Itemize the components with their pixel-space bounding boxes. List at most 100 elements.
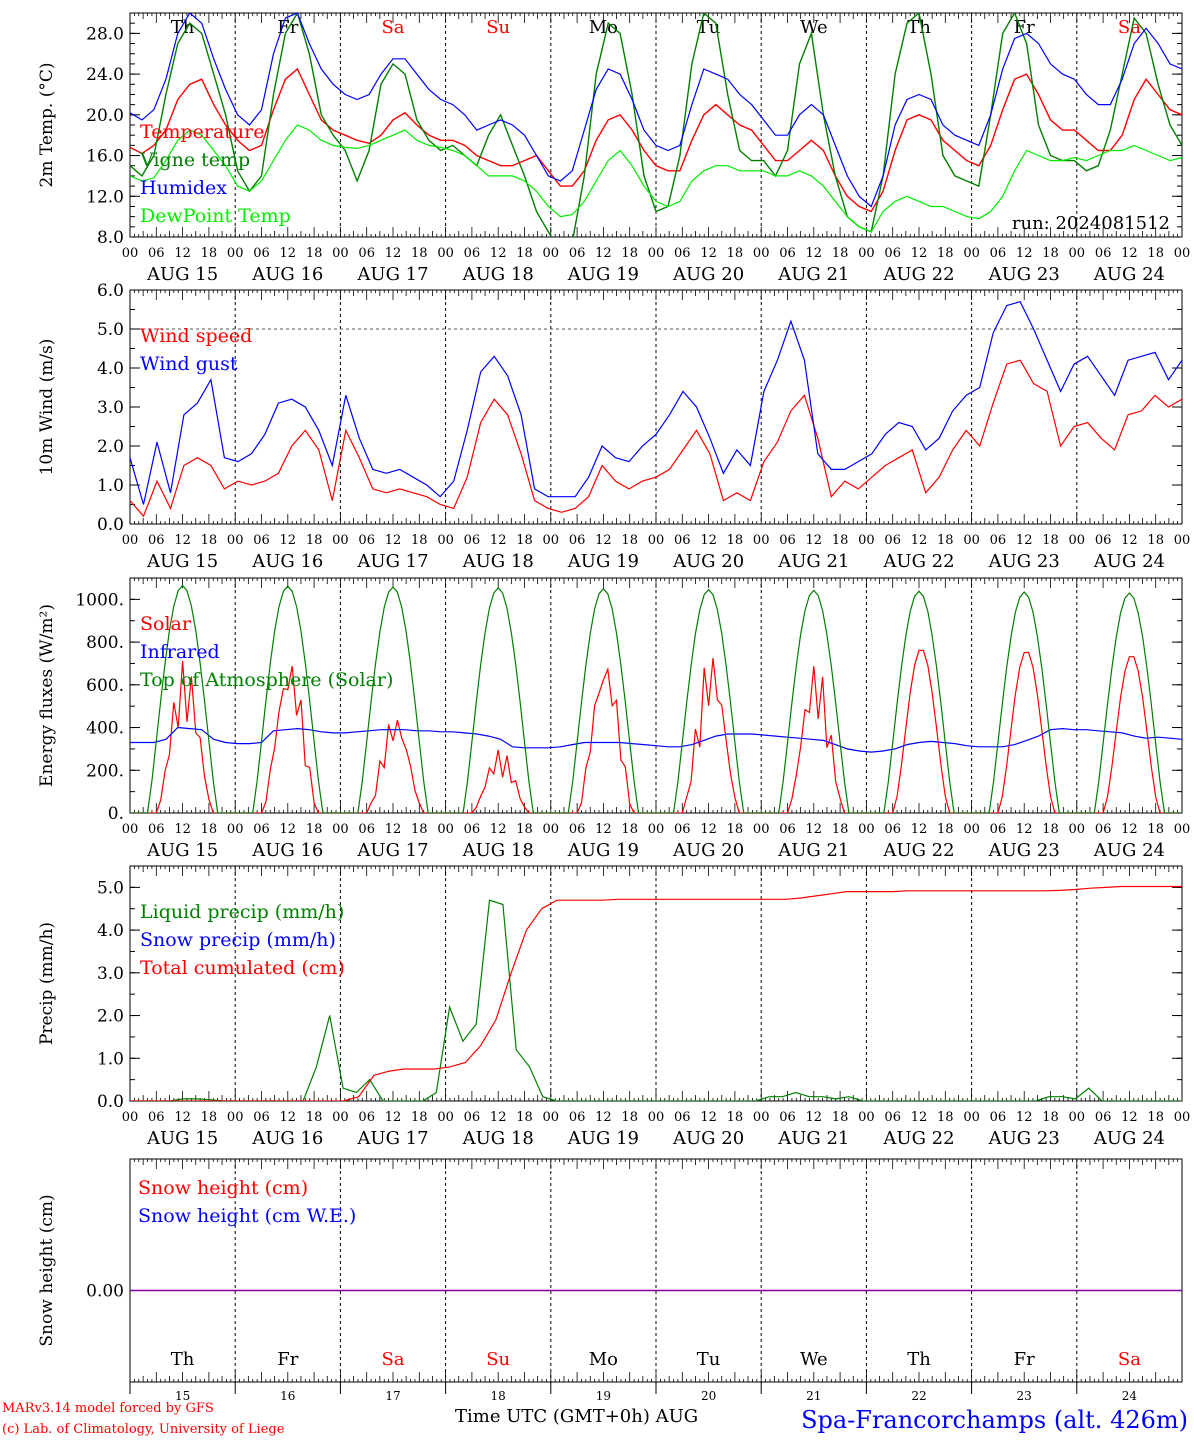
x-tick-label: 12 [595, 533, 612, 548]
x-tick-label: 18 [937, 246, 954, 261]
day-number-label: 15 [175, 1389, 190, 1403]
series-line [130, 584, 1182, 813]
x-tick-label: 12 [806, 822, 823, 837]
day-date-label: AUG 18 [462, 551, 534, 572]
x-tick-label: 12 [385, 533, 402, 548]
y-tick-label: 800. [86, 633, 124, 653]
y-axis-label: 10m Wind (m/s) [37, 339, 57, 476]
day-date-label: AUG 16 [251, 1128, 323, 1149]
x-tick-label: 06 [358, 246, 375, 261]
x-tick-label: 12 [911, 533, 928, 548]
x-tick-label: 18 [832, 1110, 849, 1125]
day-date-label: AUG 16 [251, 551, 323, 572]
x-tick-label: 12 [700, 822, 717, 837]
weekday-label: Fr [1014, 1349, 1035, 1370]
x-tick-label: 18 [727, 822, 744, 837]
day-date-label: AUG 15 [146, 264, 218, 285]
day-date-label: AUG 21 [777, 264, 849, 285]
series-line [130, 649, 1182, 813]
y-tick-label: 6.0 [97, 281, 124, 301]
y-tick-label: 24.0 [86, 65, 124, 85]
x-tick-label: 18 [516, 1110, 533, 1125]
x-tick-label: 18 [727, 1110, 744, 1125]
x-tick-label: 06 [464, 246, 481, 261]
x-tick-label: 06 [884, 533, 901, 548]
x-tick-label: 12 [1121, 822, 1138, 837]
x-tick-label: 06 [674, 1110, 691, 1125]
x-tick-label: 00 [122, 533, 139, 548]
x-tick-label: 18 [1147, 1110, 1164, 1125]
x-tick-label: 18 [1042, 533, 1059, 548]
y-tick-label: 0.00 [86, 1282, 124, 1302]
x-tick-label: 12 [490, 1110, 507, 1125]
x-tick-label: 12 [806, 1110, 823, 1125]
run-label: run: 2024081512 [1012, 213, 1170, 234]
x-tick-label: 18 [306, 533, 323, 548]
y-tick-label: 600. [86, 676, 124, 696]
y-tick-label: 5.0 [97, 320, 124, 340]
x-tick-label: 00 [1174, 822, 1191, 837]
x-tick-label: 12 [911, 1110, 928, 1125]
x-tick-label: 00 [332, 246, 349, 261]
x-tick-label: 00 [648, 533, 665, 548]
panel-precip: 0.0 1.0 2.0 3.0 4.0 5.0 00 06 12 18 00 06 12 18 00 06 12… [37, 865, 1191, 1149]
x-tick-label: 00 [437, 822, 454, 837]
x-tick-label: 00 [122, 1110, 139, 1125]
x-tick-label: 00 [227, 822, 244, 837]
x-tick-label: 00 [332, 822, 349, 837]
y-tick-label: 4.0 [97, 921, 124, 941]
credit-line-2: (c) Lab. of Climatology, University of L… [2, 1422, 285, 1437]
x-tick-label: 18 [727, 246, 744, 261]
x-tick-label: 00 [227, 533, 244, 548]
x-tick-label: 06 [990, 533, 1007, 548]
x-tick-label: 06 [148, 533, 165, 548]
day-date-label: AUG 20 [672, 840, 744, 861]
y-tick-label: 3.0 [97, 964, 124, 984]
x-tick-label: 00 [437, 246, 454, 261]
day-date-label: AUG 23 [988, 840, 1060, 861]
x-tick-label: 12 [1121, 246, 1138, 261]
x-tick-label: 06 [779, 1110, 796, 1125]
x-tick-label: 12 [595, 1110, 612, 1125]
day-number-label: 22 [911, 1389, 926, 1403]
x-tick-label: 12 [806, 246, 823, 261]
day-date-label: AUG 16 [251, 264, 323, 285]
x-tick-label: 12 [700, 246, 717, 261]
day-date-label: AUG 16 [251, 840, 323, 861]
x-tick-label: 00 [963, 533, 980, 548]
panel-energy: 0. 200. 400. 600. 800. 1000. 00 06 12 18 00 06 12 18 0… [37, 577, 1191, 861]
x-tick-label: 18 [1147, 246, 1164, 261]
legend-entry: Snow precip (mm/h) [140, 929, 336, 951]
day-number-label: 19 [596, 1389, 611, 1403]
x-tick-label: 06 [464, 533, 481, 548]
x-tick-label: 12 [806, 533, 823, 548]
y-tick-label: 2.0 [97, 437, 124, 457]
day-date-label: AUG 15 [146, 551, 218, 572]
weekday-label: Fr [1014, 17, 1035, 38]
x-tick-label: 12 [280, 246, 297, 261]
y-tick-label: 1.0 [97, 1049, 124, 1069]
y-tick-label: 1.0 [97, 476, 124, 496]
series-line [130, 124, 1182, 233]
day-date-label: AUG 18 [462, 264, 534, 285]
x-tick-label: 06 [253, 246, 270, 261]
x-tick-label: 00 [1174, 1110, 1191, 1125]
x-tick-label: 00 [648, 246, 665, 261]
y-tick-label: 12.0 [86, 187, 124, 207]
y-tick-label: 2.0 [97, 1007, 124, 1027]
day-date-label: AUG 21 [777, 840, 849, 861]
x-tick-label: 18 [516, 533, 533, 548]
legend-entry: Temperature [140, 121, 264, 143]
x-tick-label: 18 [832, 822, 849, 837]
series-line [130, 13, 1182, 208]
x-tick-label: 18 [306, 822, 323, 837]
weekday-label: Mo [589, 17, 618, 38]
day-date-label: AUG 22 [882, 1128, 954, 1149]
y-tick-label: 1000. [75, 590, 124, 610]
x-tick-label: 12 [174, 822, 191, 837]
x-tick-label: 12 [490, 246, 507, 261]
panel-wind: 0.0 1.0 2.0 3.0 4.0 5.0 6.0 00 06 12 18 00 06 12 18 00 0… [37, 281, 1190, 572]
y-axis-label: 2m Temp. (°C) [37, 62, 57, 187]
legend-entry: Wind gust [140, 353, 238, 375]
